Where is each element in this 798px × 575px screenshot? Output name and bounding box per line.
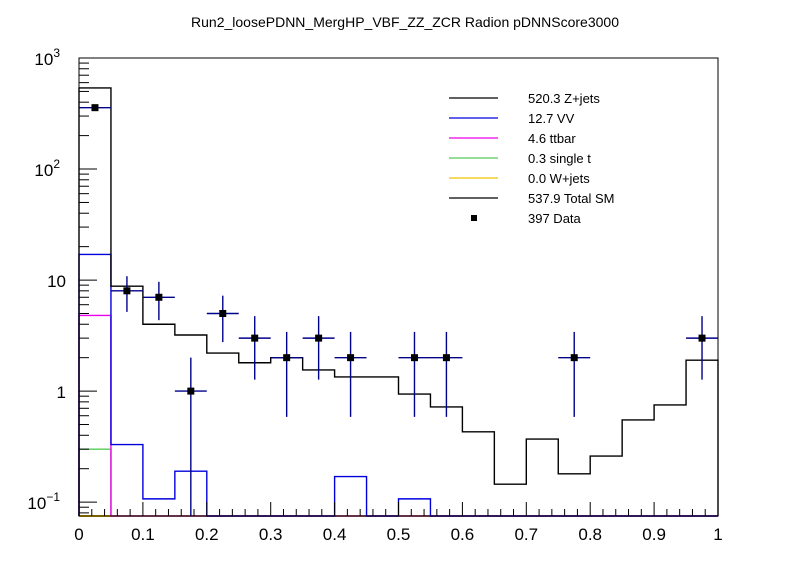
hist-total-sm <box>78 87 719 516</box>
legend-label: 0.0 W+jets <box>528 171 590 186</box>
data-point <box>238 316 271 380</box>
legend-entry: 0.3 single t <box>449 151 591 166</box>
legend-label: 4.6 ttbar <box>528 131 576 146</box>
y-tick-exponent: 2 <box>53 157 60 171</box>
data-point <box>206 295 239 343</box>
data-point <box>334 331 367 417</box>
data-marker <box>251 334 259 342</box>
data-point <box>302 316 335 380</box>
chart-title: Run2_loosePDNN_MergHP_VBF_ZZ_ZCR Radion … <box>191 14 619 30</box>
x-tick-label: 0.6 <box>451 525 475 544</box>
x-tick-label: 0.3 <box>259 525 283 544</box>
x-tick-label: 0.5 <box>387 525 411 544</box>
legend-label: 397 Data <box>528 211 582 226</box>
histogram-layer <box>78 87 719 517</box>
legend-label: 12.7 VV <box>528 111 575 126</box>
x-tick-label: 0.8 <box>578 525 602 544</box>
x-tick-label: 0.1 <box>131 525 155 544</box>
data-marker <box>442 354 450 362</box>
x-tick-label: 0.7 <box>514 525 538 544</box>
data-point <box>110 276 143 312</box>
data-marker <box>347 354 355 362</box>
data-marker <box>91 104 99 112</box>
x-tick-label: 0.2 <box>195 525 219 544</box>
data-point <box>142 281 175 321</box>
legend-label: 0.3 single t <box>528 151 591 166</box>
data-point <box>558 331 591 417</box>
y-tick-exponent: 3 <box>53 46 60 60</box>
x-tick-label: 0.9 <box>642 525 666 544</box>
legend-entry: 397 Data <box>471 211 582 226</box>
y-tick-label: 103 <box>34 46 60 69</box>
y-tick-label: 102 <box>34 157 60 180</box>
data-marker <box>187 387 195 395</box>
data-marker <box>698 334 706 342</box>
data-marker <box>123 287 131 295</box>
y-tick-label: 1 <box>57 383 66 402</box>
data-point <box>398 331 431 417</box>
legend: 520.3 Z+jets 12.7 VV 4.6 ttbar 0.3 single t… <box>449 91 614 226</box>
data-marker <box>410 354 418 362</box>
legend-marker <box>471 215 477 221</box>
y-tick-base: 10 <box>27 494 46 513</box>
data-point <box>174 357 207 516</box>
legend-entry: 12.7 VV <box>449 111 575 126</box>
data-marker <box>570 354 578 362</box>
data-points-layer <box>79 104 718 516</box>
x-tick-label: 0 <box>74 525 83 544</box>
x-tick-label: 1 <box>713 525 722 544</box>
data-marker <box>219 309 227 317</box>
y-tick-base: 10 <box>47 272 66 291</box>
data-point <box>430 331 463 417</box>
y-tick-base: 10 <box>34 50 53 69</box>
y-tick-exponent: −1 <box>46 490 60 504</box>
data-point <box>79 104 111 112</box>
legend-entry: 4.6 ttbar <box>449 131 576 146</box>
data-marker <box>315 334 323 342</box>
legend-label: 520.3 Z+jets <box>528 91 600 106</box>
data-point <box>270 331 303 417</box>
axes: 0 0.1 0.2 0.3 0.4 0.5 0.6 0.7 0.8 0.9 110310210110… <box>27 46 722 544</box>
y-tick-base: 1 <box>57 383 66 402</box>
y-tick-label: 10−1 <box>27 490 60 513</box>
x-tick-label: 0.4 <box>323 525 347 544</box>
data-marker <box>283 354 291 362</box>
data-marker <box>155 293 163 301</box>
legend-label: 537.9 Total SM <box>528 191 614 206</box>
legend-entry: 520.3 Z+jets <box>449 91 600 106</box>
legend-entry: 537.9 Total SM <box>449 191 614 206</box>
legend-entry: 0.0 W+jets <box>449 171 590 186</box>
y-tick-label: 10 <box>47 272 66 291</box>
y-tick-base: 10 <box>34 161 53 180</box>
data-point <box>686 316 718 380</box>
